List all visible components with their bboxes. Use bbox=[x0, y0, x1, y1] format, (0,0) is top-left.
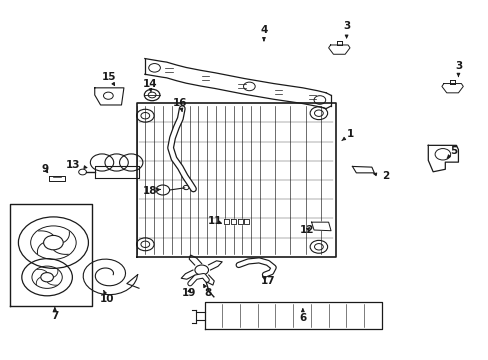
Text: 18: 18 bbox=[142, 186, 160, 196]
Text: 3: 3 bbox=[342, 21, 349, 38]
Polygon shape bbox=[204, 302, 381, 329]
Text: 5: 5 bbox=[446, 147, 456, 158]
Polygon shape bbox=[95, 88, 123, 105]
Polygon shape bbox=[328, 45, 349, 54]
Polygon shape bbox=[136, 103, 335, 257]
Text: 8: 8 bbox=[203, 284, 211, 297]
Polygon shape bbox=[49, 176, 64, 181]
Polygon shape bbox=[311, 222, 330, 231]
Polygon shape bbox=[224, 219, 228, 224]
Polygon shape bbox=[237, 219, 242, 224]
Polygon shape bbox=[352, 166, 373, 173]
Text: 12: 12 bbox=[299, 225, 313, 235]
Text: 15: 15 bbox=[102, 72, 116, 86]
Text: 6: 6 bbox=[299, 309, 306, 323]
Polygon shape bbox=[10, 204, 92, 306]
Text: 14: 14 bbox=[142, 79, 157, 92]
Text: 13: 13 bbox=[66, 160, 87, 170]
Polygon shape bbox=[95, 166, 138, 178]
Text: 4: 4 bbox=[260, 25, 267, 41]
Text: 16: 16 bbox=[173, 98, 187, 111]
Polygon shape bbox=[230, 219, 235, 224]
Text: 1: 1 bbox=[341, 129, 353, 141]
Text: 17: 17 bbox=[260, 276, 275, 286]
Polygon shape bbox=[441, 84, 462, 93]
Text: 2: 2 bbox=[373, 171, 388, 181]
Text: 11: 11 bbox=[208, 216, 222, 226]
Text: 10: 10 bbox=[100, 291, 114, 303]
Text: 7: 7 bbox=[51, 308, 59, 321]
Polygon shape bbox=[244, 219, 249, 224]
Polygon shape bbox=[427, 145, 458, 172]
Text: 3: 3 bbox=[454, 61, 461, 76]
Text: 19: 19 bbox=[182, 288, 196, 297]
Text: 9: 9 bbox=[41, 164, 49, 174]
